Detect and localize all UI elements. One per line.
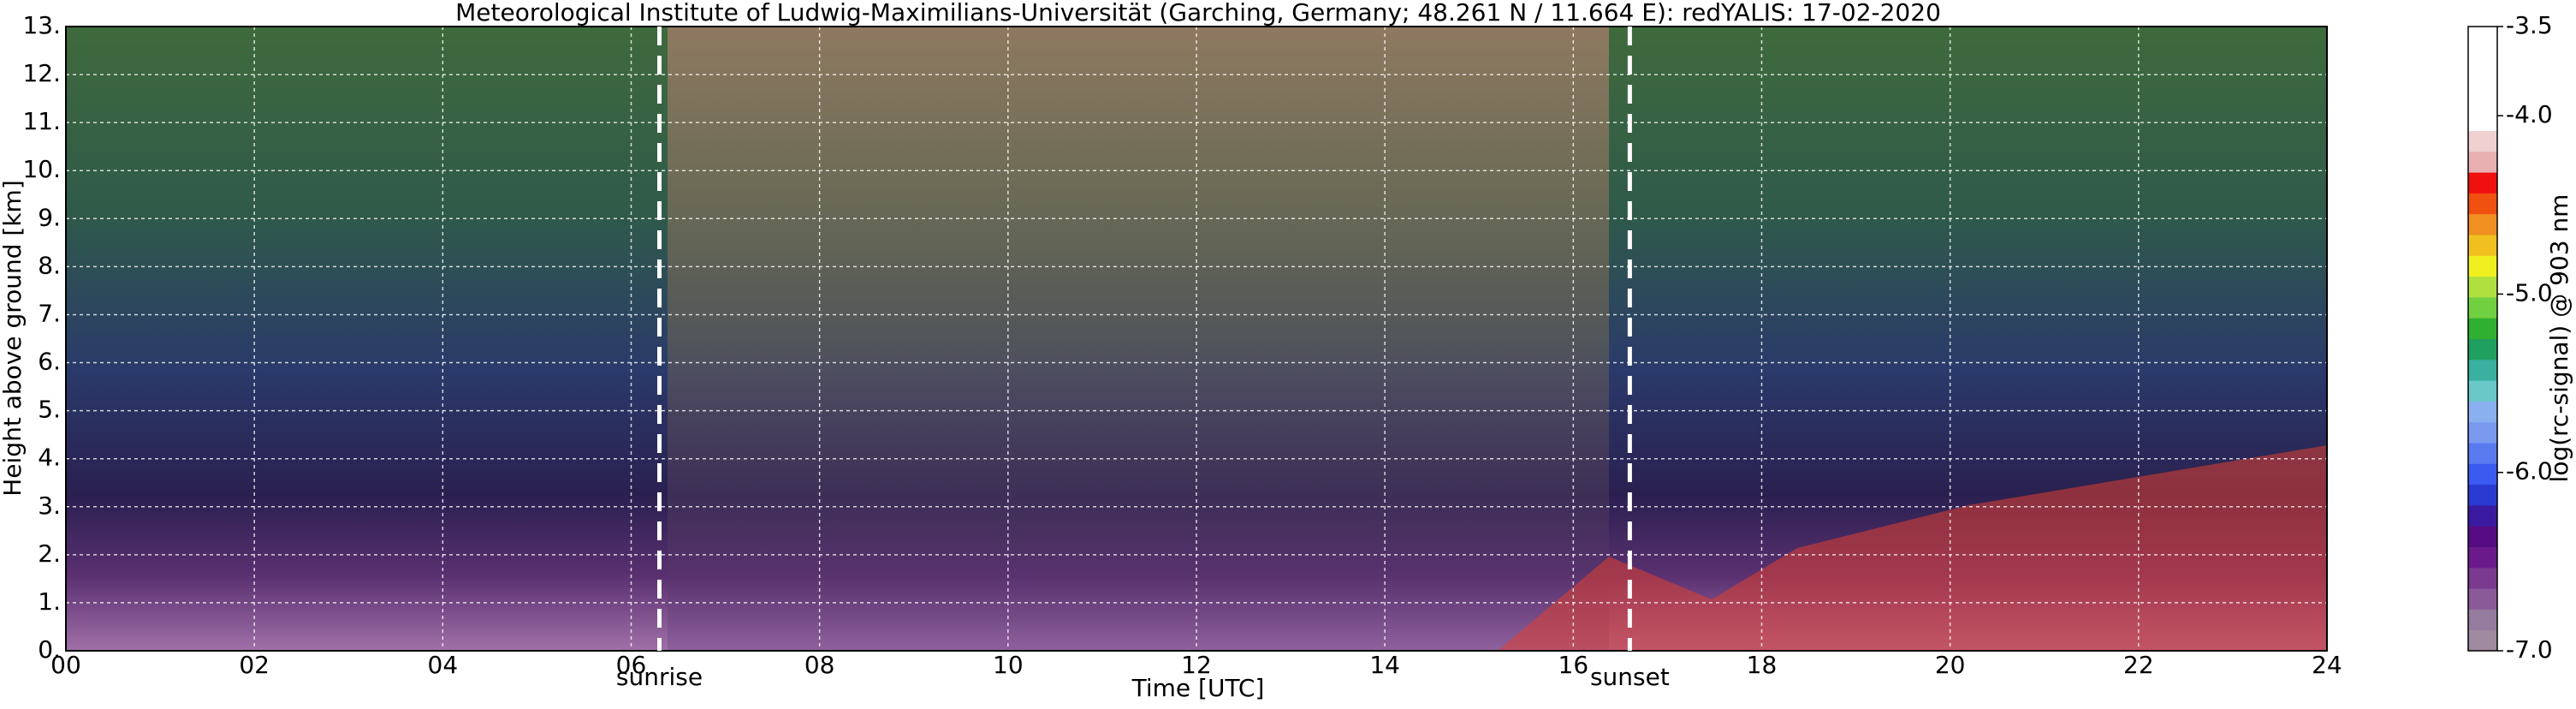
colorbar-level [2468,255,2497,277]
y-tick-label: 0. [38,635,61,664]
colorbar-level [2468,504,2497,527]
colorbar-level [2468,276,2497,298]
x-tick-label: 18 [1747,651,1778,679]
x-axis-label: Time [UTC] [1131,674,1265,702]
heatmap-daylight [668,27,1609,651]
y-tick-label: 12. [22,59,61,87]
chart-title: Meteorological Institute of Ludwig-Maxim… [455,0,1941,27]
x-tick-label: 00 [50,651,81,679]
x-tick-label: 10 [993,651,1024,679]
colorbar-level [2468,526,2497,547]
colorbar-label: log(rc-signal) @ 903 nm [2545,194,2573,483]
y-tick-label: 7. [38,299,61,327]
colorbar-tick-label: -4.0 [2506,100,2553,128]
colorbar-tick-label: -5.0 [2506,278,2553,307]
y-tick-label: 13. [22,11,61,39]
colorbar-level [2468,380,2497,402]
colorbar-level [2468,68,2497,90]
colorbar-level [2468,546,2497,569]
y-tick-label: 9. [38,203,61,231]
colorbar-level [2468,609,2497,631]
colorbar-level [2468,296,2497,319]
colorbar-tick-label: -3.5 [2506,11,2553,39]
x-tick-label: 08 [804,651,835,679]
colorbar-level [2468,484,2497,506]
colorbar-level [2468,318,2497,339]
x-tick-label: 24 [2312,651,2342,679]
x-tick-label: 04 [428,651,459,679]
y-tick-label: 1. [38,587,61,616]
colorbar-level [2468,401,2497,423]
y-tick-label: 6. [38,348,61,376]
colorbar-level [2468,235,2497,256]
y-tick-label: 10. [22,155,61,183]
colorbar-level [2468,130,2497,152]
colorbar-level [2468,213,2497,235]
colorbar-level [2468,567,2497,589]
colorbar-tick-label: -6.0 [2506,457,2553,486]
x-tick-label: 20 [1935,651,1966,679]
x-tick-label: 06 [616,651,647,679]
y-tick-label: 11. [22,107,61,135]
x-tick-label: 14 [1369,651,1400,679]
x-tick-label: 12 [1181,651,1212,679]
colorbar-frame [2467,26,2498,652]
colorbar-level [2468,151,2497,173]
colorbar-level [2468,338,2497,360]
y-tick-label: 5. [38,396,61,424]
colorbar-tick-label: -7.0 [2506,635,2553,664]
annotation-label: sunset [1590,663,1670,691]
colorbar-level [2468,359,2497,381]
x-tick-label: 16 [1558,651,1589,679]
axes: 00 02 04 06 08 10 12 14 16 18 20 22 24 0. 1. 2. 3. 4. 5. 6.… [22,11,2552,691]
y-tick-label: 4. [38,444,61,472]
colorbar-level [2468,110,2497,131]
y-axis-label: Height above ground [km] [0,180,27,497]
boundary-layer [1498,445,2327,651]
colorbar-level [2468,443,2497,464]
colorbar-level [2468,172,2497,194]
colorbar-level [2468,588,2497,610]
colorbar-level [2468,47,2497,69]
y-tick-label: 2. [38,539,61,568]
y-tick-label: 3. [38,492,61,520]
annotation-label: sunrise [616,663,703,691]
plot-frame [65,26,2328,652]
colorbar-level [2468,629,2497,652]
colorbar-level [2468,88,2497,110]
x-tick-label: 02 [239,651,270,679]
x-tick-label: 22 [2123,651,2154,679]
colorbar-level [2468,27,2497,48]
colorbar-level [2468,421,2497,444]
y-tick-label: 8. [38,251,61,279]
colorbar-level [2468,463,2497,486]
colorbar-level [2468,193,2497,215]
